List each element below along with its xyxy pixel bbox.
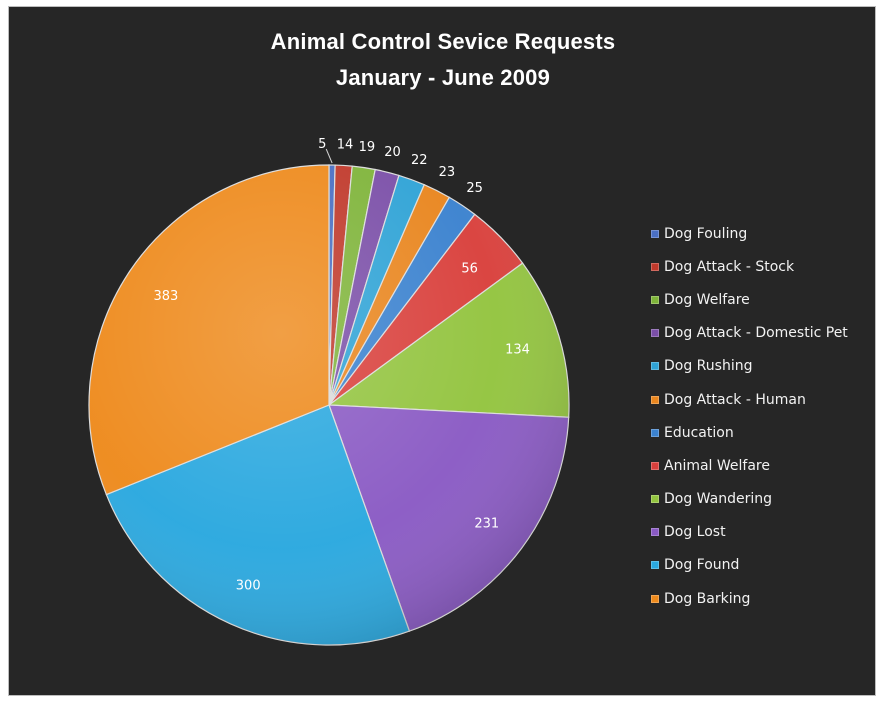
legend-swatch	[651, 395, 659, 404]
legend-swatch	[651, 461, 659, 470]
data-label-dog-rushing: 22	[411, 153, 428, 168]
legend: Dog Fouling Dog Attack - Stock Dog Welfare…	[651, 217, 873, 615]
pie-slices	[88, 164, 570, 646]
legend-item-dog-fouling: Dog Fouling	[651, 217, 873, 250]
data-label-animal-welfare: 56	[461, 261, 478, 276]
data-label-dog-barking: 383	[153, 289, 178, 304]
legend-label: Dog Fouling	[664, 225, 748, 242]
data-label-education: 25	[466, 181, 483, 196]
legend-swatch	[651, 262, 659, 271]
legend-item-dog-welfare: Dog Welfare	[651, 283, 873, 316]
legend-label: Dog Attack - Human	[664, 391, 806, 408]
data-label-dog-welfare: 19	[359, 140, 376, 155]
legend-item-dog-barking: Dog Barking	[651, 582, 873, 615]
legend-label: Dog Attack - Domestic Pet	[664, 325, 848, 342]
legend-item-animal-welfare: Animal Welfare	[651, 449, 873, 482]
legend-swatch	[651, 295, 659, 304]
legend-label: Dog Barking	[664, 590, 751, 607]
data-label-dog-wandering: 134	[505, 343, 530, 358]
legend-item-dog-attack-stock: Dog Attack - Stock	[651, 250, 873, 283]
leader-lines	[325, 148, 333, 164]
legend-swatch	[651, 495, 659, 504]
legend-label: Dog Welfare	[664, 291, 750, 308]
chart-frame: Animal Control Sevice Requests January -…	[8, 6, 876, 696]
legend-swatch	[651, 229, 659, 238]
legend-swatch	[651, 362, 659, 371]
data-labels: 5 14 19 20 22 23 25 56 134 231 300 383	[153, 137, 529, 593]
legend-swatch	[651, 594, 659, 603]
legend-swatch	[651, 561, 659, 570]
legend-swatch	[651, 329, 659, 338]
legend-swatch	[651, 528, 659, 537]
legend-label: Dog Attack - Stock	[664, 258, 795, 275]
legend-label: Animal Welfare	[664, 457, 770, 474]
legend-item-dog-wandering: Dog Wandering	[651, 483, 873, 516]
legend-label: Dog Lost	[664, 524, 726, 541]
chart-subtitle: January - June 2009	[335, 65, 551, 90]
data-label-dog-found: 300	[236, 578, 261, 593]
data-label-dog-lost: 231	[474, 517, 499, 532]
leader-line-dog-fouling	[325, 148, 333, 164]
legend-label: Education	[664, 424, 734, 441]
legend-label: Dog Wandering	[664, 491, 772, 508]
data-label-dog-attack-stock: 14	[337, 138, 354, 153]
data-label-dog-attack-human: 23	[439, 165, 456, 180]
chart-title: Animal Control Sevice Requests	[270, 29, 616, 54]
legend-item-education: Education	[651, 416, 873, 449]
legend-swatch	[651, 428, 659, 437]
legend-item-dog-attack-domestic-pet: Dog Attack - Domestic Pet	[651, 317, 873, 350]
data-label-dog-fouling: 5	[318, 137, 326, 152]
data-label-dog-attack-domestic-pet: 20	[384, 145, 401, 160]
legend-label: Dog Rushing	[664, 358, 753, 375]
legend-item-dog-lost: Dog Lost	[651, 516, 873, 549]
legend-label: Dog Found	[664, 557, 740, 574]
legend-item-dog-attack-human: Dog Attack - Human	[651, 383, 873, 416]
legend-item-dog-found: Dog Found	[651, 549, 873, 582]
legend-item-dog-rushing: Dog Rushing	[651, 350, 873, 383]
